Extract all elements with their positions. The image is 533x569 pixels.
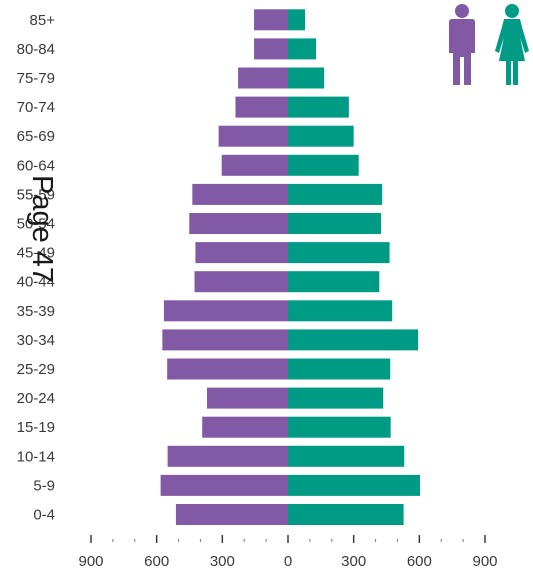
male-bar-65-69 xyxy=(218,125,288,147)
male-bar-45-49 xyxy=(195,242,288,264)
male-bar-80-84 xyxy=(254,38,288,60)
male-person-icon xyxy=(445,3,479,92)
age-label-85+: 85+ xyxy=(30,12,56,29)
age-label-75-79: 75-79 xyxy=(17,70,55,87)
age-label-20-24: 20-24 xyxy=(17,390,55,407)
female-bar-20-24 xyxy=(288,387,384,409)
x-tick-label: 300 xyxy=(341,553,366,569)
age-label-55-59: 55-59 xyxy=(17,186,55,203)
female-bar-80-84 xyxy=(288,38,317,60)
female-bar-40-44 xyxy=(288,271,380,293)
female-bar-35-39 xyxy=(288,300,393,322)
male-bar-10-14 xyxy=(167,445,288,467)
age-label-35-39: 35-39 xyxy=(17,303,55,320)
female-bars xyxy=(288,9,420,525)
age-label-45-49: 45-49 xyxy=(17,245,55,262)
male-bars xyxy=(160,9,288,525)
male-bar-25-29 xyxy=(167,358,288,380)
male-bar-30-34 xyxy=(162,329,288,351)
female-bar-75-79 xyxy=(288,67,325,89)
female-bar-5-9 xyxy=(288,474,420,496)
male-bar-15-19 xyxy=(202,416,288,438)
x-axis: 900 600 300 0 300 600 900 xyxy=(78,535,498,569)
female-bar-45-49 xyxy=(288,242,390,264)
x-tick-label: 0 xyxy=(284,553,292,569)
age-label-25-29: 25-29 xyxy=(17,361,55,378)
age-label-15-19: 15-19 xyxy=(17,419,55,436)
female-person-icon xyxy=(492,3,532,92)
male-bar-70-74 xyxy=(235,96,288,118)
age-label-80-84: 80-84 xyxy=(17,41,55,58)
female-bar-55-59 xyxy=(288,183,383,205)
age-label-5-9: 5-9 xyxy=(33,477,55,494)
age-group-labels: 0-4 5-9 10-14 15-19 20-24 25-29 30-34 35-39 40-4… xyxy=(17,12,56,524)
x-tick-label: 900 xyxy=(472,553,497,569)
male-bar-40-44 xyxy=(194,271,288,293)
female-bar-30-34 xyxy=(288,329,419,351)
female-bar-25-29 xyxy=(288,358,391,380)
male-bar-0-4 xyxy=(175,504,288,525)
watermark-text: Page 47 xyxy=(26,175,58,284)
female-bar-65-69 xyxy=(288,125,354,147)
female-bar-85+ xyxy=(288,9,306,31)
male-bar-50-54 xyxy=(189,213,288,234)
female-bar-50-54 xyxy=(288,213,382,234)
age-label-30-34: 30-34 xyxy=(17,332,55,349)
male-bar-60-64 xyxy=(221,154,288,176)
male-bar-5-9 xyxy=(160,474,288,496)
male-bar-55-59 xyxy=(192,183,288,205)
age-label-60-64: 60-64 xyxy=(17,157,55,174)
x-tick-label: 600 xyxy=(407,553,432,569)
male-bar-20-24 xyxy=(207,387,288,409)
age-label-10-14: 10-14 xyxy=(17,448,55,465)
male-bar-75-79 xyxy=(238,67,288,89)
age-label-65-69: 65-69 xyxy=(17,128,55,145)
age-label-40-44: 40-44 xyxy=(17,274,55,291)
age-label-0-4: 0-4 xyxy=(33,507,55,524)
x-tick-label: 300 xyxy=(210,553,235,569)
female-bar-0-4 xyxy=(288,504,404,525)
x-tick-label: 900 xyxy=(78,553,103,569)
x-tick-label: 600 xyxy=(144,553,169,569)
male-bar-85+ xyxy=(254,9,288,31)
age-label-70-74: 70-74 xyxy=(17,99,55,116)
female-bar-70-74 xyxy=(288,96,349,118)
male-bar-35-39 xyxy=(163,300,288,322)
female-bar-60-64 xyxy=(288,154,359,176)
age-label-50-54: 50-54 xyxy=(17,216,55,233)
page-watermark: Page 47 xyxy=(10,175,65,345)
female-bar-10-14 xyxy=(288,445,405,467)
female-bar-15-19 xyxy=(288,416,391,438)
